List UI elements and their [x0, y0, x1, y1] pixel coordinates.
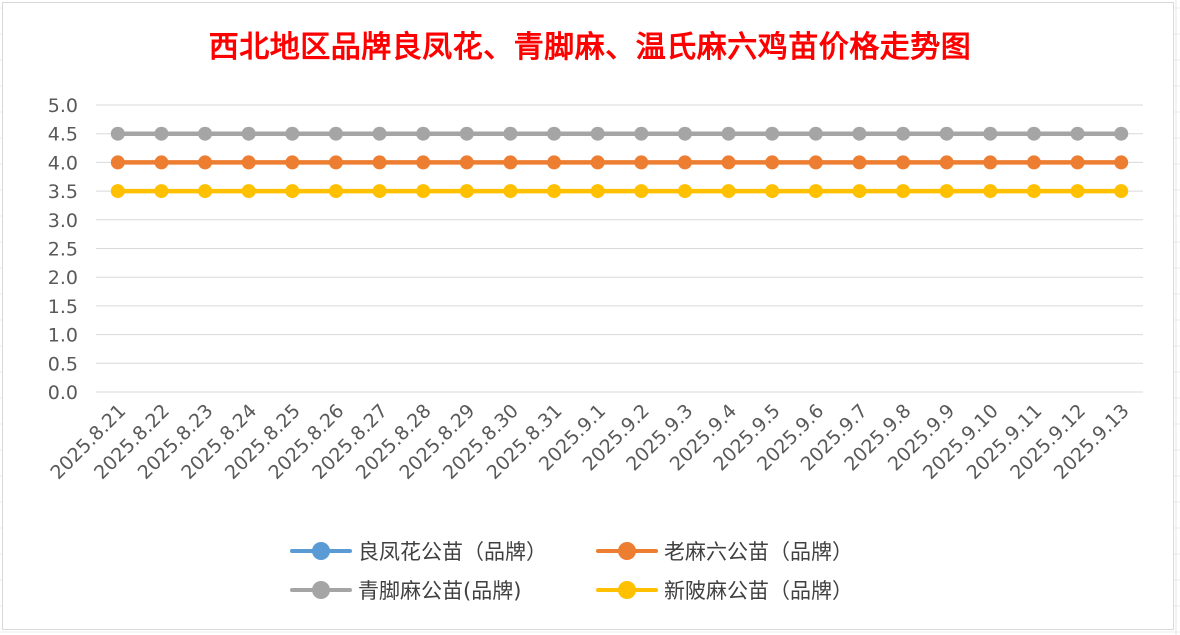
data-point — [110, 155, 125, 170]
data-point — [896, 126, 911, 141]
data-point — [198, 184, 213, 199]
data-point — [1026, 126, 1041, 141]
data-point — [939, 155, 954, 170]
data-point — [634, 155, 649, 170]
data-point — [328, 126, 343, 141]
data-point — [721, 184, 736, 199]
legend-item: 老麻六公苗（品牌） — [596, 537, 853, 565]
legend-item: 良凤花公苗（品牌） — [290, 537, 547, 565]
data-point — [110, 184, 125, 199]
data-point — [765, 155, 780, 170]
data-point — [852, 155, 867, 170]
data-point — [547, 126, 562, 141]
data-point — [1114, 155, 1129, 170]
data-point — [285, 126, 300, 141]
y-tick-label: 0.0 — [48, 382, 78, 404]
data-point — [939, 126, 954, 141]
data-point — [285, 155, 300, 170]
data-point — [896, 184, 911, 199]
y-tick-label: 5.0 — [48, 95, 78, 117]
data-point — [459, 126, 474, 141]
data-point — [416, 126, 431, 141]
data-point — [721, 126, 736, 141]
data-point — [416, 155, 431, 170]
legend-item: 青脚麻公苗(品牌) — [290, 576, 521, 604]
data-point — [416, 184, 431, 199]
y-tick-label: 1.0 — [48, 325, 78, 347]
data-point — [547, 155, 562, 170]
legend-swatch — [596, 576, 658, 604]
data-point — [372, 184, 387, 199]
data-point — [808, 184, 823, 199]
y-tick-label: 1.5 — [48, 296, 78, 318]
legend-label: 新陂麻公苗（品牌） — [664, 579, 853, 603]
data-point — [765, 184, 780, 199]
data-point — [721, 155, 736, 170]
data-point — [983, 184, 998, 199]
data-point — [154, 155, 169, 170]
data-point — [808, 155, 823, 170]
data-point — [241, 126, 256, 141]
data-point — [372, 155, 387, 170]
data-point — [896, 155, 911, 170]
y-tick-label: 2.0 — [48, 267, 78, 289]
data-point — [328, 155, 343, 170]
data-point — [241, 155, 256, 170]
data-point — [503, 184, 518, 199]
legend-swatch — [290, 576, 352, 604]
data-point — [547, 184, 562, 199]
data-point — [1070, 155, 1085, 170]
data-point — [808, 126, 823, 141]
data-point — [1026, 155, 1041, 170]
y-tick-label: 0.5 — [48, 353, 78, 375]
data-point — [1114, 126, 1129, 141]
data-point — [372, 126, 387, 141]
data-point — [677, 184, 692, 199]
data-point — [198, 126, 213, 141]
data-point — [634, 184, 649, 199]
data-point — [198, 155, 213, 170]
data-point — [590, 155, 605, 170]
data-point — [590, 126, 605, 141]
data-point — [852, 126, 867, 141]
data-point — [852, 184, 867, 199]
legend-swatch — [290, 537, 352, 565]
data-point — [983, 126, 998, 141]
data-point — [459, 184, 474, 199]
data-point — [677, 155, 692, 170]
y-tick-label: 4.0 — [48, 152, 78, 174]
y-tick-label: 2.5 — [48, 239, 78, 261]
data-point — [459, 155, 474, 170]
legend-label: 良凤花公苗（品牌） — [358, 540, 547, 564]
data-point — [765, 126, 780, 141]
data-point — [328, 184, 343, 199]
chart-title: 西北地区品牌良凤花、青脚麻、温氏麻六鸡苗价格走势图 — [208, 30, 972, 65]
data-point — [503, 155, 518, 170]
legend-item: 新陂麻公苗（品牌） — [596, 576, 853, 604]
data-point — [677, 126, 692, 141]
data-point — [1070, 126, 1085, 141]
data-point — [241, 184, 256, 199]
data-point — [634, 126, 649, 141]
data-point — [110, 126, 125, 141]
data-point — [154, 184, 169, 199]
data-point — [503, 126, 518, 141]
legend-swatch — [596, 537, 658, 565]
data-point — [939, 184, 954, 199]
y-tick-label: 3.0 — [48, 210, 78, 232]
data-point — [983, 155, 998, 170]
legend-label: 青脚麻公苗(品牌) — [358, 579, 522, 603]
data-point — [285, 184, 300, 199]
data-point — [1114, 184, 1129, 199]
data-point — [590, 184, 605, 199]
y-tick-label: 3.5 — [48, 181, 78, 203]
data-point — [1026, 184, 1041, 199]
legend-label: 老麻六公苗（品牌） — [664, 540, 853, 564]
y-tick-label: 4.5 — [48, 124, 78, 146]
data-point — [1070, 184, 1085, 199]
data-point — [154, 126, 169, 141]
